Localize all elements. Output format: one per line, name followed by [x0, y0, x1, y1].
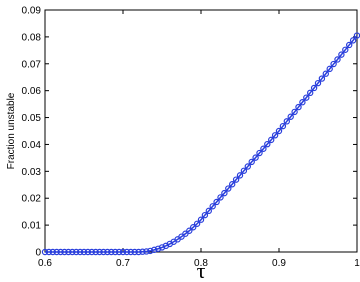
data-point: [240, 167, 248, 174]
data-point: [349, 37, 357, 44]
data-point: [104, 248, 111, 256]
data-point: [307, 89, 314, 97]
data-point: [131, 248, 138, 256]
data-point: [291, 108, 298, 116]
data-point: [209, 203, 216, 210]
data-point: [225, 185, 232, 192]
data-point: [248, 158, 255, 166]
data-point: [76, 248, 84, 256]
data-point: [65, 248, 72, 256]
data-point: [69, 248, 76, 256]
data-point: [221, 189, 228, 197]
data-point: [41, 248, 49, 256]
plot-frame: [44, 9, 358, 253]
data-point: [186, 227, 193, 234]
y-axis-label: Fraction unstable: [6, 92, 17, 169]
y-tick-label: 0.05: [22, 113, 42, 124]
y-tick-label: 0.01: [22, 221, 42, 232]
data-point: [57, 248, 64, 256]
data-point: [158, 244, 166, 251]
data-point: [314, 79, 322, 87]
x-tick-label: 0.7: [116, 258, 130, 269]
data-point: [127, 248, 134, 256]
data-point: [115, 248, 123, 256]
x-tick-label: 0.8: [194, 258, 208, 269]
data-point: [139, 248, 146, 255]
y-tick-label: 0: [35, 248, 41, 259]
data-point: [147, 247, 154, 255]
data-point: [96, 248, 103, 256]
data-point: [346, 41, 353, 49]
data-point: [84, 248, 92, 256]
data-point: [271, 132, 279, 139]
data-point: [252, 154, 259, 161]
x-tick-label: 1: [354, 258, 360, 269]
data-point: [201, 211, 209, 219]
data-point: [61, 248, 68, 256]
y-tick-label: 0.07: [22, 59, 42, 70]
data-point: [217, 194, 224, 201]
data-point: [111, 248, 119, 256]
y-tick-label: 0.02: [22, 194, 42, 205]
data-point: [154, 245, 162, 252]
data-point: [213, 198, 220, 206]
data-point: [330, 60, 337, 68]
data-point: [228, 181, 236, 188]
data-point: [244, 163, 251, 170]
data-point: [338, 51, 345, 58]
data-point: [295, 103, 302, 111]
data-point: [279, 122, 287, 130]
data-point: [143, 248, 150, 255]
data-point: [189, 224, 197, 231]
data-point: [53, 248, 60, 256]
data-point: [256, 149, 263, 157]
data-point: [193, 220, 201, 227]
data-point: [326, 65, 333, 73]
data-point: [92, 248, 99, 256]
data-point: [135, 248, 142, 256]
data-point: [260, 145, 267, 152]
data-point: [205, 207, 212, 215]
x-tick-label: 0.6: [38, 258, 52, 269]
y-tick-label: 0.06: [22, 86, 42, 97]
data-point: [45, 248, 53, 256]
data-point: [108, 248, 115, 256]
data-point: [303, 94, 310, 101]
data-point: [119, 248, 127, 256]
data-point: [322, 70, 329, 77]
x-tick-label: 0.9: [272, 258, 286, 269]
y-tick-label: 0.09: [22, 6, 42, 17]
data-point: [100, 248, 107, 256]
data-point: [150, 246, 158, 254]
data-point: [275, 127, 283, 135]
data-point: [299, 99, 306, 106]
data-point: [232, 176, 240, 183]
data-point: [236, 172, 244, 179]
x-axis-label: τ: [197, 258, 206, 282]
data-point: [123, 248, 131, 256]
data-point: [197, 216, 205, 223]
data-point: [310, 84, 318, 92]
data-point: [182, 230, 189, 237]
y-tick-label: 0.03: [22, 167, 42, 178]
data-point: [88, 248, 96, 256]
data-point: [287, 113, 294, 120]
data-point: [264, 140, 271, 148]
data-point: [72, 248, 80, 256]
y-tick-label: 0.04: [22, 140, 42, 151]
data-point: [178, 233, 185, 240]
data-point: [318, 75, 326, 82]
data-point: [342, 46, 349, 53]
data-point: [49, 248, 57, 256]
data-point: [283, 118, 290, 125]
data-point: [268, 136, 275, 144]
y-tick-label: 0.08: [22, 32, 42, 43]
data-point: [334, 56, 341, 63]
data-point: [80, 248, 88, 256]
